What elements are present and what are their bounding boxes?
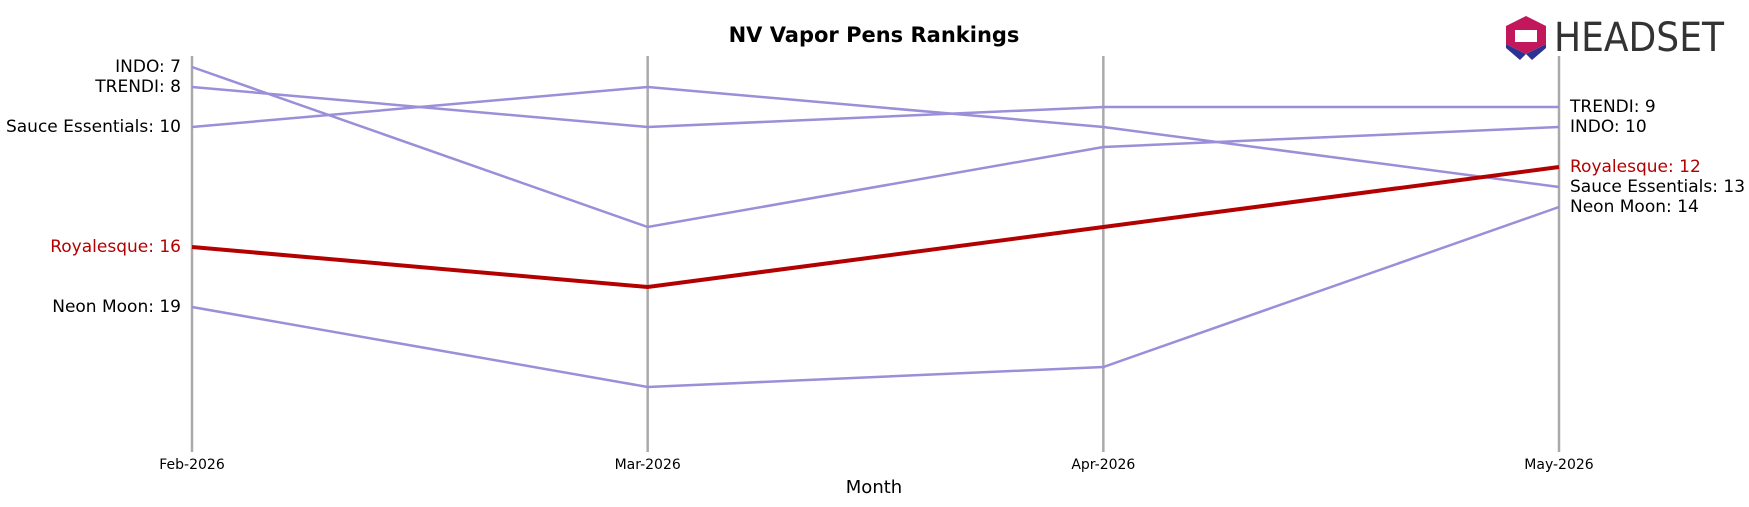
chart-title: NV Vapor Pens Rankings [729,23,1020,47]
logo-icon [1506,44,1526,60]
x-axis-label: Month [846,477,902,498]
series-line [191,165,1560,290]
x-tick-label: Apr-2026 [1071,457,1135,473]
logo-icon [1526,44,1546,60]
value-label: Royalesque: 16 [50,237,181,257]
value-label: Royalesque: 12 [1570,157,1701,177]
logo-icon [1515,30,1537,42]
value-label: Neon Moon: 19 [52,297,181,317]
value-label: TRENDI: 8 [94,77,181,97]
value-label: INDO: 10 [1570,117,1647,137]
x-tick-label: Feb-2026 [159,457,225,473]
value-label: Neon Moon: 14 [1570,197,1699,217]
x-tick-label: May-2026 [1524,457,1593,473]
logo: HEADSET [1506,15,1724,61]
x-tick-label: Mar-2026 [615,457,681,473]
logo-text: HEADSET [1554,15,1724,61]
series-line [191,205,1560,389]
value-label: Sauce Essentials: 13 [1570,177,1745,197]
series-line [191,65,1560,229]
value-label: TRENDI: 9 [1569,97,1656,117]
series-line [191,85,1560,189]
value-label: INDO: 7 [115,57,181,77]
value-label: Sauce Essentials: 10 [6,117,181,137]
